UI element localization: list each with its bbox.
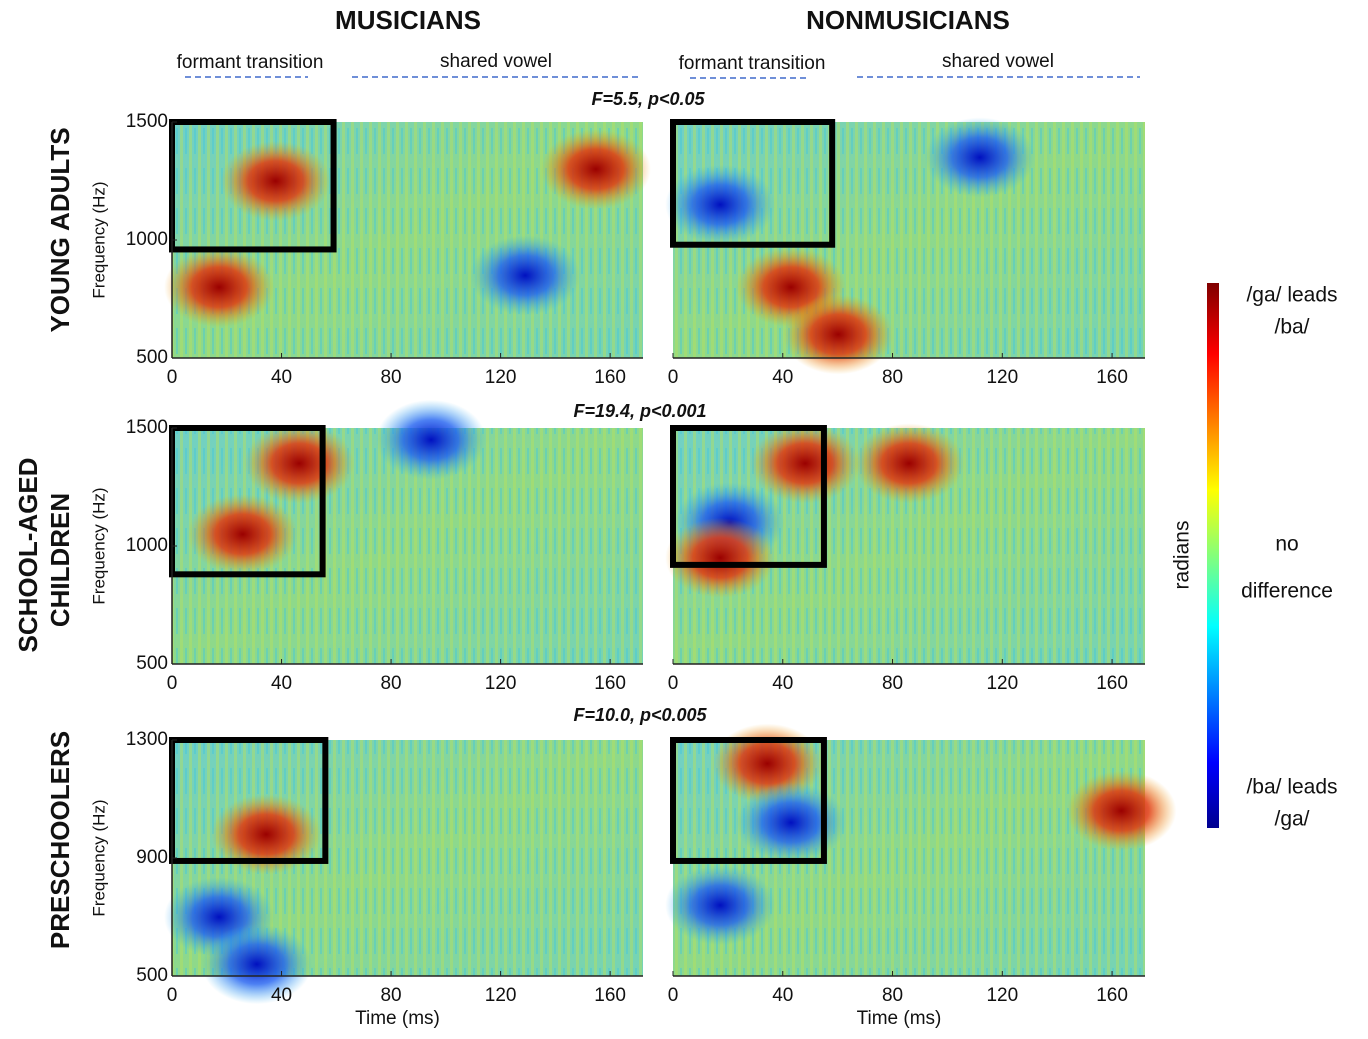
heatmap-patch <box>187 494 298 575</box>
segment-label: formant transition <box>679 53 826 74</box>
y-tick-label: 500 <box>136 965 168 986</box>
x-tick-label: 0 <box>167 673 178 694</box>
x-tick-label: 80 <box>882 367 903 388</box>
segment-label: shared vowel <box>440 51 552 72</box>
x-tick-label: 40 <box>772 367 793 388</box>
heatmap-patch <box>750 423 861 504</box>
x-axis-label: Time (ms) <box>857 1008 942 1029</box>
heatmap-patch <box>736 782 846 863</box>
heatmap-patch <box>665 164 776 245</box>
heatmap-patch <box>540 129 651 210</box>
x-tick-label: 120 <box>485 985 517 1006</box>
x-tick-label: 80 <box>882 985 903 1006</box>
x-tick-label: 0 <box>167 367 178 388</box>
colorbar-text: difference <box>1241 580 1333 603</box>
x-tick-label: 40 <box>271 367 292 388</box>
heatmap-patch <box>924 117 1035 198</box>
column-title: MUSICIANS <box>335 5 481 35</box>
heatmap-patch <box>470 235 581 316</box>
x-tick-label: 0 <box>668 367 679 388</box>
heatmap-patch <box>201 924 312 1005</box>
segment-label: shared vowel <box>942 51 1054 72</box>
highlight-box <box>670 119 836 248</box>
x-tick-label: 0 <box>167 985 178 1006</box>
row-label: PRESCHOOLERS <box>45 731 75 949</box>
x-tick-label: 160 <box>1096 367 1128 388</box>
colorbar-text: /ga/ <box>1274 808 1309 831</box>
x-tick-label: 160 <box>1096 673 1128 694</box>
segment-lines <box>185 76 1140 79</box>
row-label: YOUNG ADULTS <box>45 127 75 332</box>
x-tick-label: 40 <box>772 673 793 694</box>
colorbar-text: /ba/ <box>1274 316 1309 339</box>
colorbar-label: radians <box>1171 521 1194 590</box>
column-title: NONMUSICIANS <box>806 5 1010 35</box>
x-tick-label: 0 <box>668 985 679 1006</box>
heatmap-patch <box>376 399 487 480</box>
x-tick-label: 120 <box>986 367 1018 388</box>
heatmap-patch <box>854 423 964 504</box>
stat: F=10.0, p<0.005 <box>573 705 707 725</box>
y-tick-label: 1000 <box>126 535 168 556</box>
x-tick-label: 80 <box>380 985 401 1006</box>
x-tick-label: 80 <box>882 673 903 694</box>
colorbar <box>1207 283 1219 828</box>
x-tick-label: 120 <box>485 673 517 694</box>
heatmap-patch <box>783 294 894 375</box>
x-tick-label: 120 <box>986 985 1018 1006</box>
stat: F=19.4, p<0.001 <box>573 401 706 421</box>
x-tick-label: 160 <box>1096 985 1128 1006</box>
heatmap-patch <box>665 865 776 946</box>
x-tick-label: 160 <box>594 673 626 694</box>
y-tick-label: 500 <box>136 653 168 674</box>
row-label: CHILDREN <box>45 493 75 627</box>
y-tick-label: 900 <box>136 847 168 868</box>
y-tick-label: 1000 <box>126 229 168 250</box>
x-tick-label: 80 <box>380 673 401 694</box>
x-tick-label: 40 <box>271 673 292 694</box>
y-tick-label: 1300 <box>126 729 168 750</box>
colorbar-text: /ga/ leads <box>1246 284 1337 307</box>
heatmap-patch <box>220 141 331 221</box>
y-tick-label: 1500 <box>126 417 168 438</box>
y-tick-label: 1500 <box>126 111 168 132</box>
row-label: SCHOOL-AGED <box>13 458 43 653</box>
highlight-box <box>670 737 827 864</box>
x-tick-label: 160 <box>594 985 626 1006</box>
segment-label: formant transition <box>177 52 324 73</box>
x-tick-label: 120 <box>485 367 517 388</box>
heatmap-patch <box>211 794 322 875</box>
heatmap-texture <box>673 122 1145 358</box>
y-tick-label: 500 <box>136 347 168 368</box>
heatmap-patch <box>665 517 776 598</box>
x-tick-label: 40 <box>271 985 292 1006</box>
y-axis-label: Frequency (Hz) <box>89 487 108 604</box>
heatmap-patch <box>1066 770 1177 851</box>
x-tick-label: 40 <box>772 985 793 1006</box>
x-tick-label: 120 <box>986 673 1018 694</box>
highlight-box <box>670 425 827 568</box>
heatmap-patch <box>164 247 275 328</box>
y-axis-label: Frequency (Hz) <box>89 181 108 298</box>
x-axis-label: Time (ms) <box>355 1008 440 1029</box>
x-tick-label: 80 <box>380 367 401 388</box>
y-axis-label: Frequency (Hz) <box>89 799 108 916</box>
colorbar-text: no <box>1275 533 1298 556</box>
stat: F=5.5, p<0.05 <box>591 89 705 109</box>
x-tick-label: 0 <box>668 673 679 694</box>
x-tick-label: 160 <box>594 367 626 388</box>
colorbar-text: /ba/ leads <box>1246 776 1337 799</box>
heatmap-patch <box>244 423 355 504</box>
